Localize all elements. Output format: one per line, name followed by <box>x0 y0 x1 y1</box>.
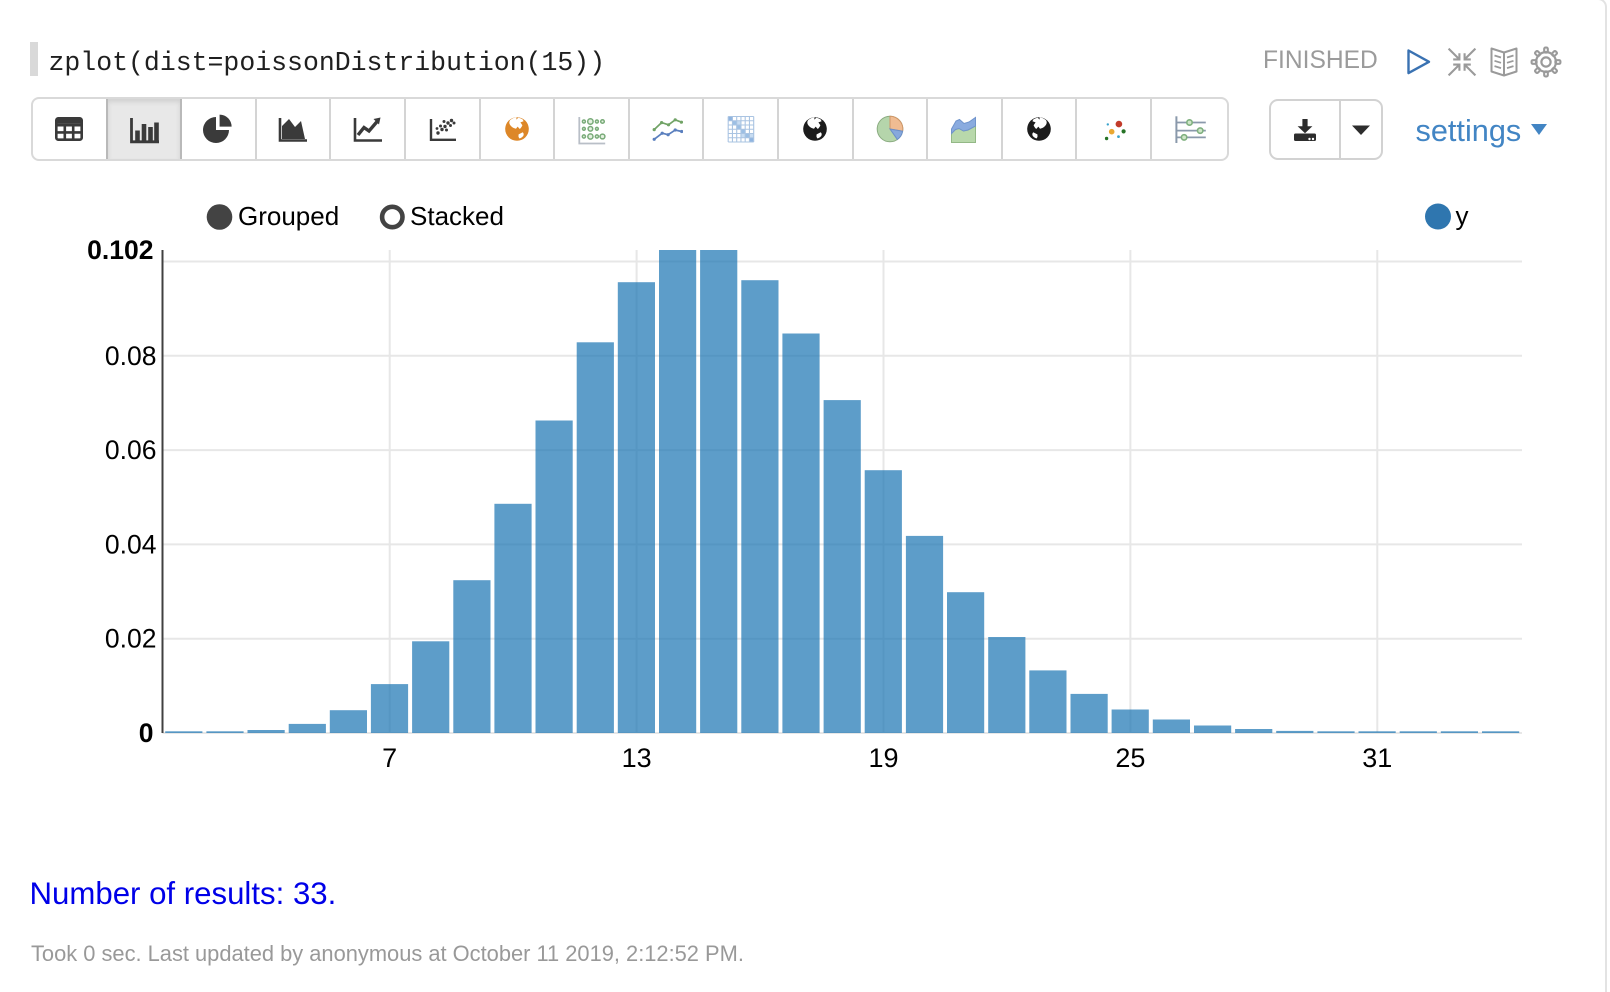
svg-text:7: 7 <box>382 743 397 773</box>
svg-text:25: 25 <box>1115 743 1145 773</box>
svg-text:13: 13 <box>622 743 652 773</box>
svg-text:y: y <box>1456 201 1469 231</box>
svg-text:0.102: 0.102 <box>87 235 153 265</box>
svg-text:Grouped: Grouped <box>238 201 339 231</box>
svg-text:0.04: 0.04 <box>105 529 157 559</box>
svg-text:0.02: 0.02 <box>105 624 157 654</box>
svg-text:19: 19 <box>868 743 898 773</box>
svg-text:0.06: 0.06 <box>105 435 157 465</box>
svg-text:0.08: 0.08 <box>105 341 157 371</box>
svg-text:31: 31 <box>1362 743 1392 773</box>
svg-text:0: 0 <box>139 718 154 748</box>
svg-text:Stacked: Stacked <box>410 201 504 231</box>
